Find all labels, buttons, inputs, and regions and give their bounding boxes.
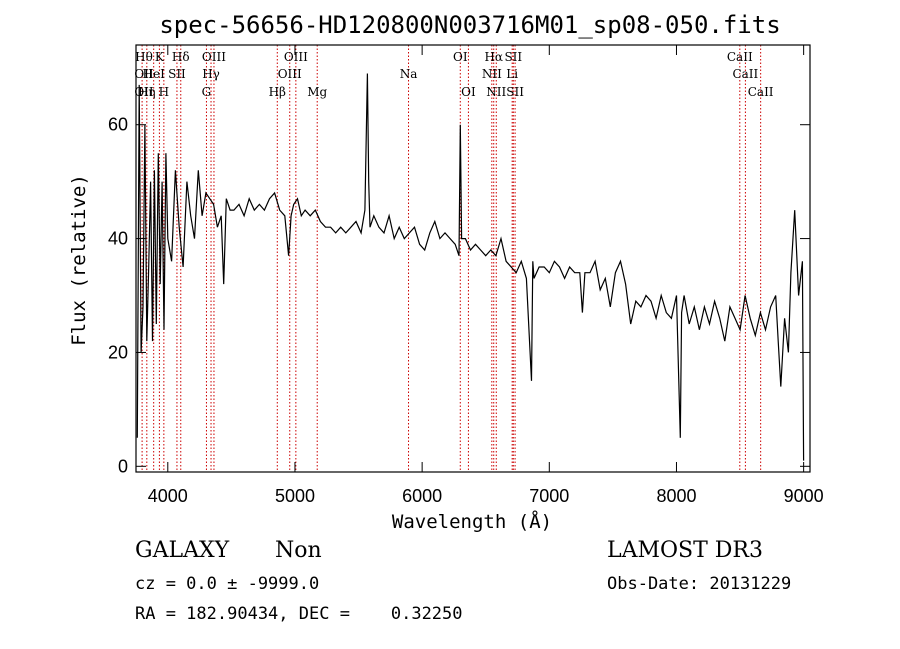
line-marker-label: CaII — [732, 67, 758, 81]
line-marker-label: Hη — [138, 85, 156, 99]
line-marker-label: G — [202, 85, 212, 99]
y-axis-ticks: 0 20 40 60 — [108, 115, 810, 476]
y-tick-label: 20 — [108, 342, 128, 362]
x-tick-label: 7000 — [529, 486, 569, 506]
chart-title: spec-56656-HD120800N003716M01_sp08-050.f… — [159, 11, 780, 39]
line-marker-label: OIII — [278, 67, 302, 81]
y-axis-label: Flux (relative) — [68, 174, 90, 346]
x-tick-label: 6000 — [402, 486, 442, 506]
line-markers — [141, 45, 762, 472]
ra-dec: RA = 182.90434, DEC = 0.32250 — [135, 604, 463, 624]
line-marker-label: Hγ — [202, 67, 220, 81]
x-tick-label: 8000 — [656, 486, 696, 506]
x-tick-label: 4000 — [148, 486, 188, 506]
line-marker-label: H — [159, 85, 169, 99]
line-marker-label: Hθ — [135, 50, 153, 64]
line-marker-label: SII — [506, 85, 524, 99]
x-tick-label: 5000 — [275, 486, 315, 506]
line-marker-label: Li — [506, 67, 518, 81]
line-marker-label: Mg — [307, 85, 327, 99]
line-marker-label: NII — [482, 67, 502, 81]
line-marker-label: CaII — [748, 85, 774, 99]
line-marker-label: OIII — [284, 50, 308, 64]
x-axis-label: Wavelength (Å) — [392, 510, 552, 533]
y-tick-label: 0 — [118, 456, 128, 476]
line-marker-label: Na — [400, 67, 418, 81]
line-marker-label: SII — [168, 67, 186, 81]
y-tick-label: 60 — [108, 115, 128, 135]
spectrum-line — [136, 73, 805, 461]
object-subclass: Non — [275, 538, 322, 563]
line-marker-label: Hα — [484, 50, 503, 64]
line-marker-label: OI — [453, 50, 468, 64]
redshift-cz: cz = 0.0 ± -9999.0 — [135, 574, 320, 594]
line-marker-label: SII — [504, 50, 522, 64]
survey-name: LAMOST DR3 — [607, 538, 763, 563]
y-tick-label: 40 — [108, 229, 128, 249]
x-tick-label: 9000 — [784, 486, 824, 506]
obs-date: Obs-Date: 20131229 — [607, 574, 792, 594]
line-marker-label: HeI — [143, 67, 166, 81]
line-marker-label: Hβ — [269, 85, 286, 99]
object-class: GALAXY — [135, 538, 230, 563]
line-marker-label: K — [155, 50, 165, 64]
line-marker-label: OIII — [202, 50, 226, 64]
line-marker-label: NII — [486, 85, 506, 99]
line-marker-label: CaII — [727, 50, 753, 64]
line-marker-label: OII — [134, 67, 154, 81]
line-marker-label: OI — [461, 85, 476, 99]
plot-frame — [135, 44, 811, 473]
line-marker-label: Hδ — [172, 50, 190, 64]
x-axis-ticks: 4000 5000 6000 7000 8000 9000 — [148, 45, 824, 506]
